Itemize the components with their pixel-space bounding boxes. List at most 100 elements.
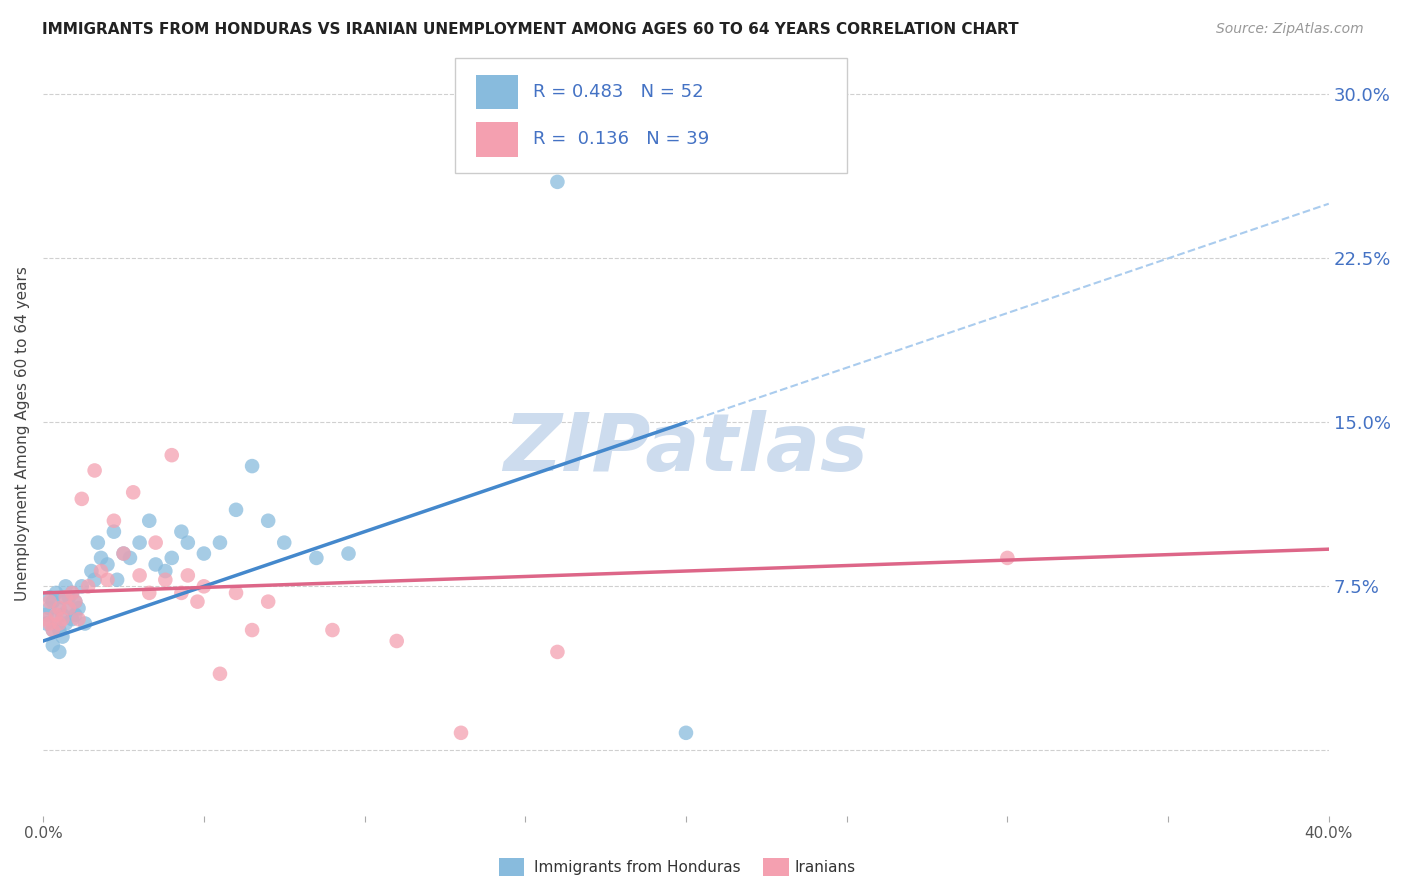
Y-axis label: Unemployment Among Ages 60 to 64 years: Unemployment Among Ages 60 to 64 years <box>15 266 30 600</box>
Point <box>51 591 73 605</box>
Point <box>42 639 65 653</box>
Point <box>60 586 83 600</box>
Point <box>96 558 118 572</box>
Point <box>48 645 70 659</box>
Point <box>58 601 80 615</box>
Point <box>58 601 80 615</box>
Point <box>67 612 90 626</box>
Point <box>90 564 112 578</box>
Point <box>128 535 150 549</box>
Point <box>257 594 280 608</box>
Point <box>138 514 160 528</box>
Point <box>38 594 60 608</box>
Point <box>240 623 263 637</box>
Point <box>995 550 1018 565</box>
Point <box>138 586 160 600</box>
Point <box>42 623 65 637</box>
Point <box>87 535 110 549</box>
Point <box>321 623 343 637</box>
Point <box>193 547 215 561</box>
Point <box>208 666 231 681</box>
Point <box>103 524 125 539</box>
Point <box>45 612 67 626</box>
Point <box>51 630 73 644</box>
Point <box>48 601 70 615</box>
Point <box>73 616 96 631</box>
Point <box>83 463 105 477</box>
Text: R =  0.136   N = 39: R = 0.136 N = 39 <box>533 130 709 148</box>
Point <box>65 607 87 622</box>
Point <box>48 623 70 637</box>
Point <box>70 491 93 506</box>
Point <box>35 607 58 622</box>
Point <box>385 634 408 648</box>
Point <box>60 586 83 600</box>
Point <box>48 616 70 631</box>
Point <box>55 616 77 631</box>
Point <box>60 612 83 626</box>
Point <box>155 573 177 587</box>
Point <box>145 535 167 549</box>
Point <box>38 591 60 605</box>
Text: Iranians: Iranians <box>794 860 855 874</box>
Point <box>55 591 77 605</box>
Point <box>70 579 93 593</box>
Point <box>42 623 65 637</box>
Point <box>170 586 193 600</box>
Bar <box>477 75 517 110</box>
Point <box>170 524 193 539</box>
Point <box>193 579 215 593</box>
Point <box>96 573 118 587</box>
Point <box>546 645 568 659</box>
Text: Source: ZipAtlas.com: Source: ZipAtlas.com <box>1216 22 1364 37</box>
Point <box>186 594 208 608</box>
Point <box>51 607 73 622</box>
Point <box>177 535 200 549</box>
Point <box>257 514 280 528</box>
Point <box>112 547 135 561</box>
Point <box>305 550 328 565</box>
Point <box>155 564 177 578</box>
Point <box>42 594 65 608</box>
Point <box>112 547 135 561</box>
Point <box>160 448 183 462</box>
Point <box>103 514 125 528</box>
Point <box>122 485 145 500</box>
Point <box>45 607 67 622</box>
Point <box>128 568 150 582</box>
Point <box>58 591 80 605</box>
Point <box>450 726 472 740</box>
Point <box>225 503 247 517</box>
Point <box>35 616 58 631</box>
Point <box>273 535 295 549</box>
Point <box>80 564 103 578</box>
Point <box>337 547 360 561</box>
Point <box>160 550 183 565</box>
Point <box>83 573 105 587</box>
Text: IMMIGRANTS FROM HONDURAS VS IRANIAN UNEMPLOYMENT AMONG AGES 60 TO 64 YEARS CORRE: IMMIGRANTS FROM HONDURAS VS IRANIAN UNEM… <box>42 22 1019 37</box>
Point <box>105 573 128 587</box>
Point <box>67 601 90 615</box>
Point <box>48 601 70 615</box>
Point <box>177 568 200 582</box>
Point <box>225 586 247 600</box>
Point <box>35 612 58 626</box>
Point <box>546 175 568 189</box>
Point <box>38 616 60 631</box>
Point <box>38 601 60 615</box>
Point <box>45 586 67 600</box>
Point <box>208 535 231 549</box>
Text: Immigrants from Honduras: Immigrants from Honduras <box>534 860 741 874</box>
Point <box>51 612 73 626</box>
Text: ZIPatlas: ZIPatlas <box>503 409 869 488</box>
Point <box>240 459 263 474</box>
Point <box>118 550 141 565</box>
Text: R = 0.483   N = 52: R = 0.483 N = 52 <box>533 83 703 101</box>
Point <box>77 579 100 593</box>
Point <box>675 726 697 740</box>
Point <box>65 594 87 608</box>
FancyBboxPatch shape <box>454 58 846 173</box>
Point <box>65 594 87 608</box>
Bar <box>477 122 517 156</box>
Point <box>90 550 112 565</box>
